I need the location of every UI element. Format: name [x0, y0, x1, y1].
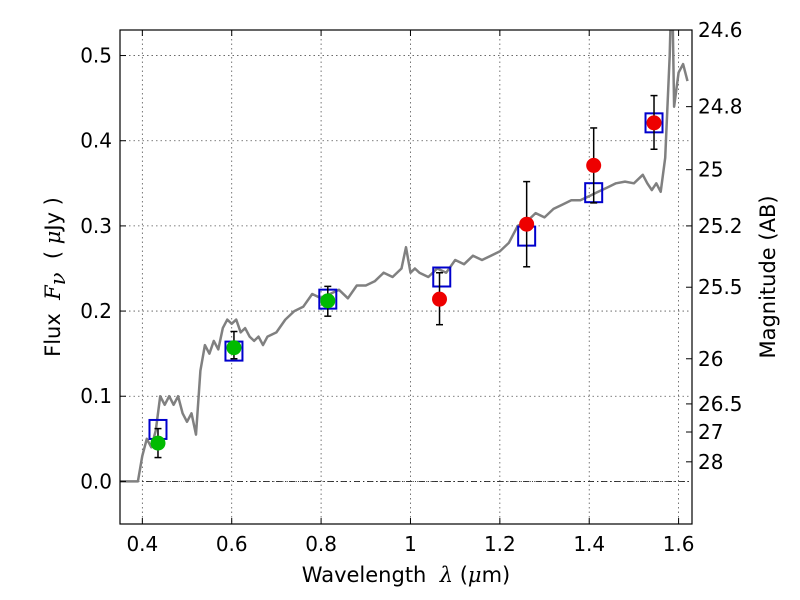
x-axis-label: Wavelength λ (μm) [302, 563, 510, 587]
measured-flux-point [646, 115, 662, 131]
y2-axis-label: Magnitude (AB) [756, 195, 780, 358]
measured-flux-point [320, 293, 336, 309]
y-tick-label: 0.3 [80, 214, 112, 238]
y2-tick-label: 25.2 [698, 214, 743, 238]
measured-flux-point [226, 340, 242, 356]
y-tick-label: 0.1 [80, 384, 112, 408]
x-tick-label: 1.4 [573, 532, 605, 556]
model-flux-square [432, 266, 452, 288]
template-spectrum [120, 30, 689, 483]
y2-tick-label: 24.8 [698, 95, 743, 119]
y-axis-label: Flux Fν ( μJy ) [41, 197, 70, 357]
x-tick-label: 1 [404, 532, 417, 556]
y-tick-label: 0.2 [80, 299, 112, 323]
measured-flux-point [432, 291, 448, 307]
measured-flux-point [586, 157, 602, 173]
y2-tick-label: 25 [698, 158, 723, 182]
y2-tick-label: 28 [698, 450, 723, 474]
x-tick-label: 0.8 [305, 532, 337, 556]
y2-tick-label: 27 [698, 420, 723, 444]
x-tick-label: 1.6 [663, 532, 695, 556]
plot-area [120, 30, 689, 483]
measured-flux-point [519, 216, 535, 232]
y2-tick-label: 26.5 [698, 392, 743, 416]
y-tick-label: 0.5 [80, 44, 112, 68]
tick-labels: 0.4 0.6 0.8 1 1.2 1.4 1.6 0.0 0.1 0.2 0.3 0.4 0.5 24.… [80, 18, 742, 556]
measured-flux-point [150, 435, 166, 451]
y2-tick-label: 26 [698, 347, 723, 371]
y2-tick-label: 25.5 [698, 275, 743, 299]
y-tick-label: 0.0 [80, 469, 112, 493]
y-tick-label: 0.4 [80, 129, 112, 153]
data-markers [148, 94, 664, 459]
ticks [120, 29, 692, 524]
x-tick-label: 0.4 [126, 532, 158, 556]
y2-tick-label: 24.6 [698, 18, 743, 42]
x-tick-label: 1.2 [484, 532, 516, 556]
plot-frame [119, 29, 693, 525]
x-tick-label: 0.6 [216, 532, 248, 556]
spectrum-line [120, 30, 689, 483]
